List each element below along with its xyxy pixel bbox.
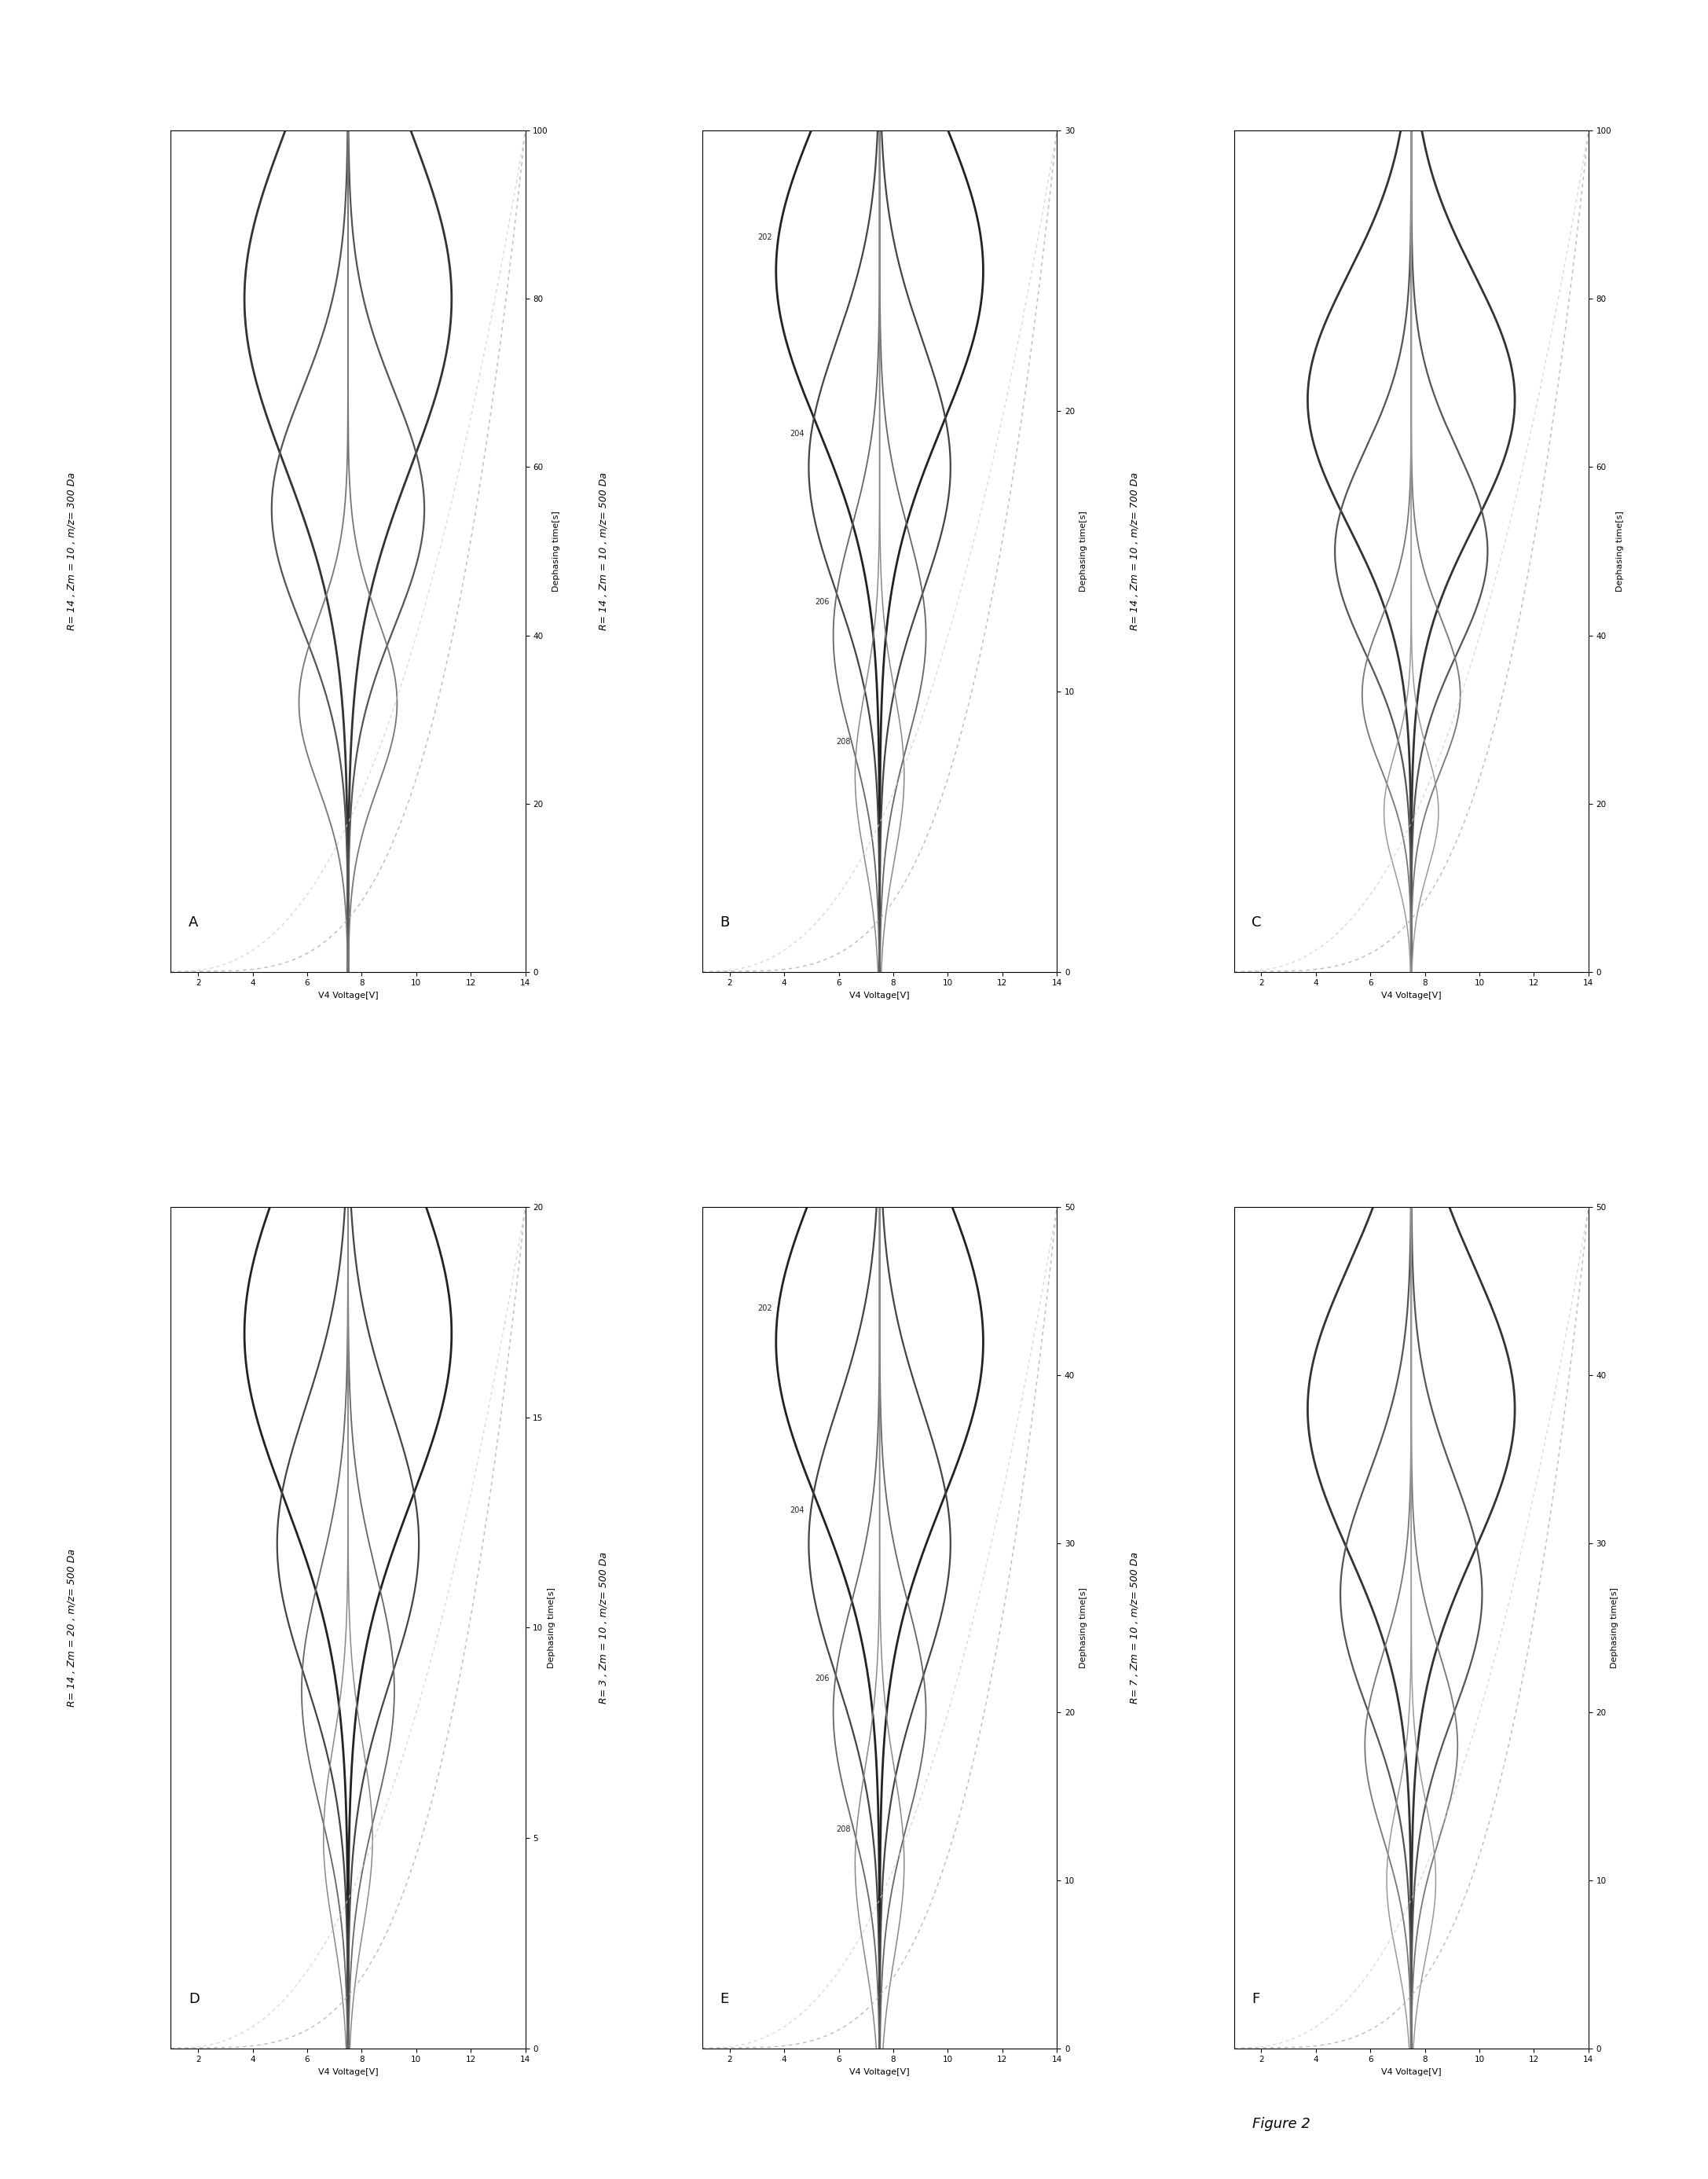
Y-axis label: Dephasing time[s]: Dephasing time[s] — [1611, 1586, 1619, 1669]
X-axis label: V4 Voltage[V]: V4 Voltage[V] — [849, 2068, 910, 2077]
Text: 206: 206 — [815, 597, 828, 606]
Text: 202: 202 — [757, 1305, 772, 1312]
Y-axis label: Dephasing time[s]: Dephasing time[s] — [1079, 1586, 1086, 1669]
Text: R= 14 , Zm = 10 , m/z= 300 Da: R= 14 , Zm = 10 , m/z= 300 Da — [67, 473, 77, 630]
Text: 202: 202 — [757, 233, 772, 242]
Text: R= 14 , Zm = 20 , m/z= 500 Da: R= 14 , Zm = 20 , m/z= 500 Da — [67, 1549, 77, 1706]
Text: F: F — [1252, 1992, 1261, 2007]
X-axis label: V4 Voltage[V]: V4 Voltage[V] — [849, 991, 910, 1000]
Y-axis label: Dephasing time[s]: Dephasing time[s] — [553, 510, 560, 593]
Text: 206: 206 — [815, 1673, 828, 1682]
Text: R= 14 , Zm = 10 , m/z= 500 Da: R= 14 , Zm = 10 , m/z= 500 Da — [598, 473, 608, 630]
Text: E: E — [721, 1992, 729, 2007]
Text: D: D — [188, 1992, 200, 2007]
Text: R= 7 , Zm = 10 , m/z= 500 Da: R= 7 , Zm = 10 , m/z= 500 Da — [1129, 1551, 1139, 1704]
Text: 204: 204 — [791, 1506, 804, 1514]
Text: 208: 208 — [837, 1826, 851, 1833]
Y-axis label: Dephasing time[s]: Dephasing time[s] — [548, 1586, 555, 1669]
Text: 208: 208 — [837, 739, 851, 745]
Text: B: B — [721, 915, 729, 930]
X-axis label: V4 Voltage[V]: V4 Voltage[V] — [1382, 991, 1442, 1000]
Text: Figure 2: Figure 2 — [1252, 2118, 1310, 2131]
Y-axis label: Dephasing time[s]: Dephasing time[s] — [1079, 510, 1086, 593]
Text: C: C — [1252, 915, 1262, 930]
Y-axis label: Dephasing time[s]: Dephasing time[s] — [1616, 510, 1624, 593]
X-axis label: V4 Voltage[V]: V4 Voltage[V] — [318, 2068, 377, 2077]
Text: R= 3 , Zm = 10 , m/z= 500 Da: R= 3 , Zm = 10 , m/z= 500 Da — [598, 1551, 608, 1704]
Text: R= 14 , Zm = 10 , m/z= 700 Da: R= 14 , Zm = 10 , m/z= 700 Da — [1129, 473, 1139, 630]
X-axis label: V4 Voltage[V]: V4 Voltage[V] — [1382, 2068, 1442, 2077]
Text: A: A — [188, 915, 198, 930]
Text: 204: 204 — [791, 429, 804, 438]
X-axis label: V4 Voltage[V]: V4 Voltage[V] — [318, 991, 377, 1000]
